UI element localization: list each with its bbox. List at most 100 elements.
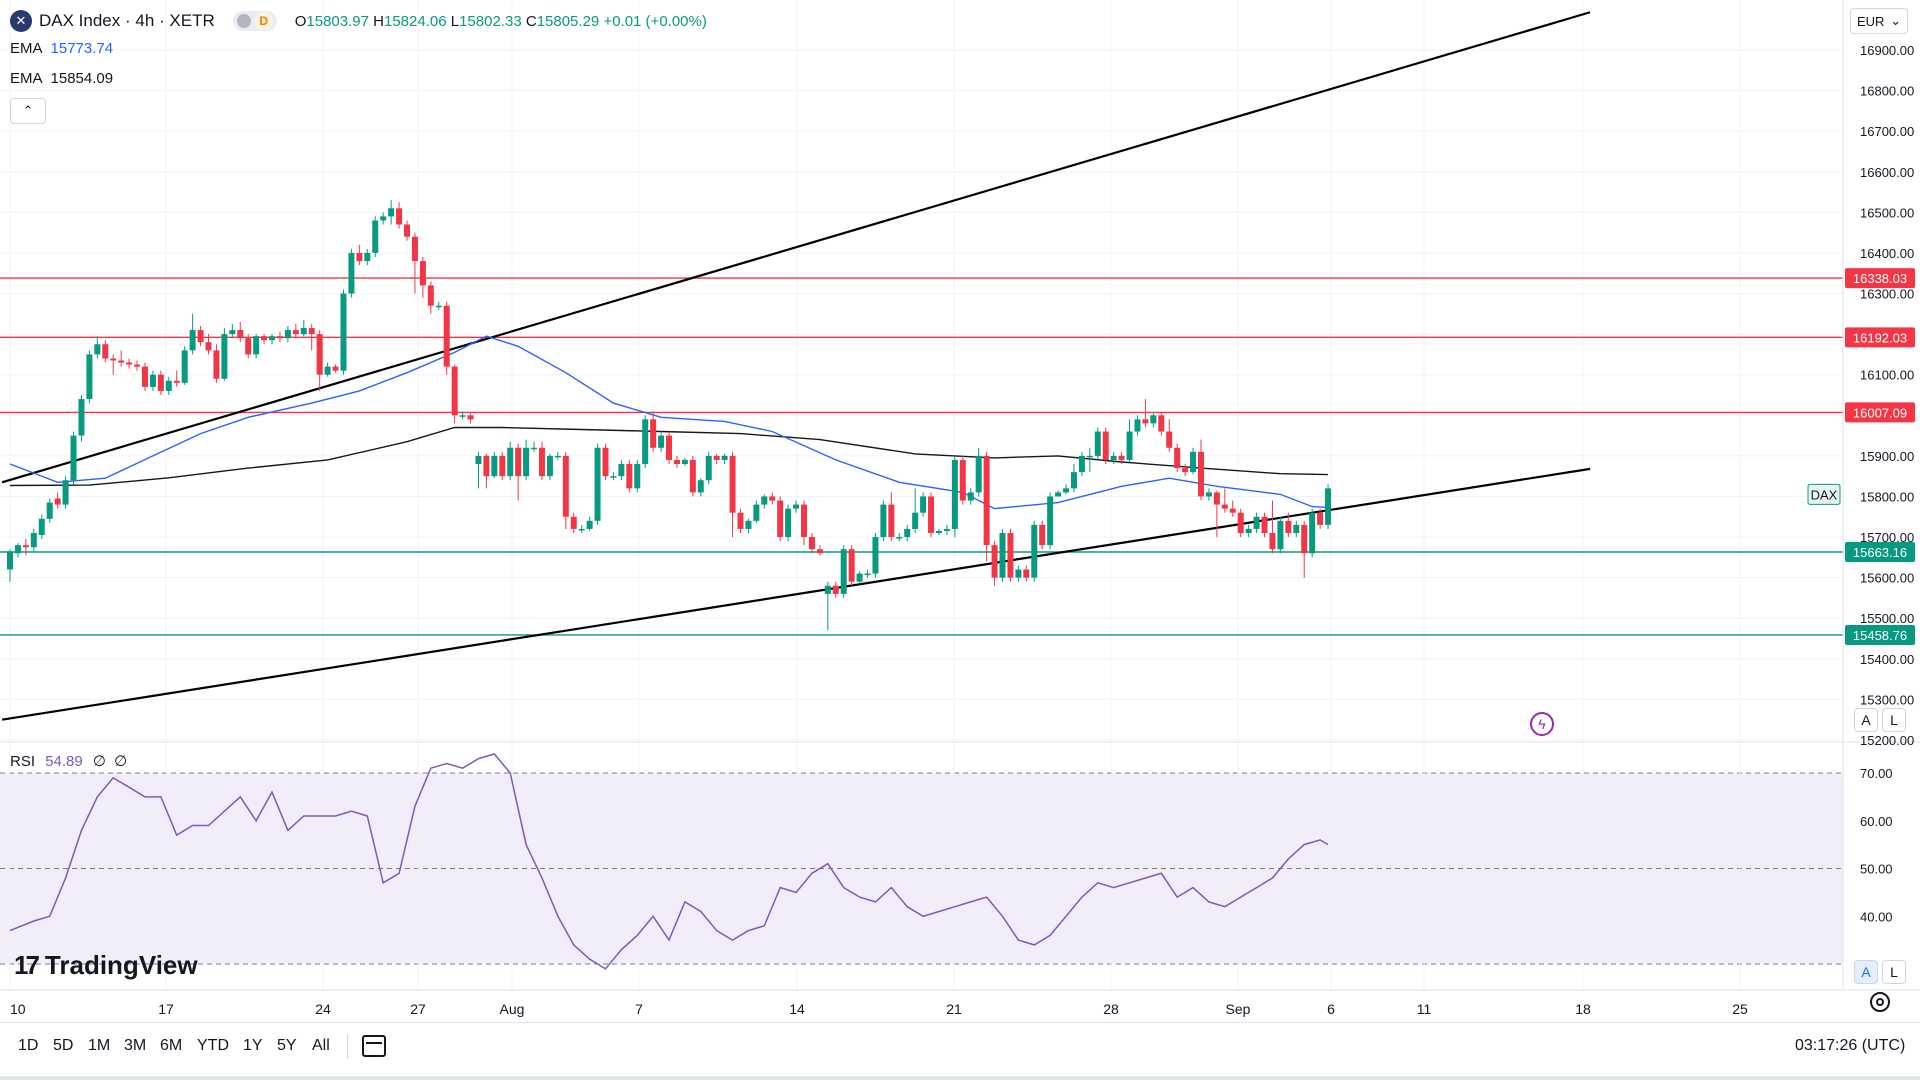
candle-body — [1134, 419, 1141, 432]
candle-body — [943, 528, 950, 531]
candle-body — [1229, 508, 1236, 513]
candle-body — [793, 504, 800, 509]
high-label: H — [373, 12, 384, 30]
price-axis-labels: 16900.00 16800.00 16700.00 16600.00 16500.00… — [1860, 43, 1914, 924]
candle-body — [292, 330, 299, 335]
candle-body — [276, 336, 283, 339]
candle-body — [70, 435, 77, 481]
candle-body — [491, 455, 498, 477]
candle-body — [419, 261, 426, 286]
candle-body — [308, 328, 315, 335]
candle-body — [737, 512, 744, 529]
candle-body — [824, 585, 831, 594]
price-tick-label: 16300.00 — [1860, 287, 1914, 302]
price-level-tag-label: 15458.76 — [1853, 628, 1907, 643]
symbol-tag — [1807, 483, 1841, 505]
trend-lines — [1, 11, 1591, 721]
candle-body — [896, 537, 903, 539]
calendar-icon[interactable] — [362, 1035, 386, 1057]
candle-body — [62, 480, 69, 505]
candle-body — [975, 455, 982, 493]
price-tick-label: 16400.00 — [1860, 246, 1914, 261]
candle-body — [546, 455, 553, 477]
candle-body — [1078, 455, 1085, 473]
symbol-title: DAX Index · 4h · XETR — [39, 11, 215, 30]
log-scale-button[interactable]: L — [1882, 708, 1906, 732]
candle-body — [1118, 455, 1125, 460]
rsi-line — [9, 753, 1329, 970]
price-tick-label: 15800.00 — [1860, 489, 1914, 504]
price-tick-label: 16500.00 — [1860, 205, 1914, 220]
rsi-log-scale-button[interactable]: L — [1882, 960, 1906, 984]
candle-body — [1277, 520, 1284, 550]
range-5d[interactable]: 5D — [53, 1037, 74, 1054]
ema-value: 15773.74 — [50, 40, 114, 57]
range-1m[interactable]: 1M — [88, 1037, 111, 1054]
range-6m[interactable]: 6M — [160, 1037, 183, 1054]
range-ytd[interactable]: YTD — [197, 1037, 229, 1054]
time-tick-label: 21 — [946, 1001, 962, 1017]
range-1d[interactable]: 1D — [18, 1037, 39, 1054]
candle-body — [78, 399, 85, 436]
bottom-toolbar: 1D 5D 1M 3M 6M YTD 1Y 5Y All 03:17:26 (U… — [0, 1022, 1920, 1079]
candle-body — [404, 224, 410, 237]
candle-body — [332, 366, 339, 371]
time-tick-label: Aug — [500, 1001, 525, 1017]
ema-label: EMA — [10, 40, 43, 57]
candle-body — [745, 520, 752, 529]
auto-scale-button[interactable]: A — [1854, 708, 1878, 732]
ema-legend-2[interactable]: EMA 15854.09 — [10, 70, 113, 87]
range-5y[interactable]: 5Y — [277, 1037, 297, 1054]
candle-body — [1047, 496, 1054, 546]
range-3m[interactable]: 3M — [124, 1037, 147, 1054]
candle-body — [157, 374, 164, 391]
range-1y[interactable]: 1Y — [243, 1037, 263, 1054]
candle-body — [1110, 455, 1117, 460]
candle-body — [316, 334, 323, 375]
price-level-tag-label: 16007.09 — [1853, 405, 1907, 420]
candles — [7, 200, 1332, 631]
lightning-icon[interactable]: ϟ — [1530, 712, 1554, 736]
candle-body — [134, 364, 141, 367]
ema-label: EMA — [10, 70, 43, 87]
candle-body — [427, 285, 434, 306]
candle-body — [1094, 431, 1101, 456]
range-all[interactable]: All — [312, 1037, 330, 1054]
time-tick-label: 7 — [635, 1001, 643, 1017]
candle-body — [1102, 431, 1109, 460]
collapse-legend-button[interactable]: ⌃ — [10, 98, 46, 124]
candle-body — [1261, 516, 1268, 533]
candle-body — [951, 459, 958, 529]
price-level-tag-label: 16338.03 — [1853, 271, 1907, 286]
price-level-tag-label: 15663.16 — [1853, 545, 1907, 560]
utc-clock[interactable]: 03:17:26 (UTC) — [1795, 1037, 1906, 1054]
candle-body — [562, 455, 569, 517]
candle-body — [22, 545, 29, 548]
candle-body — [721, 455, 728, 460]
candle-body — [181, 350, 188, 383]
rsi-auto-scale-button[interactable]: A — [1854, 960, 1878, 984]
badge-toggle[interactable]: D — [232, 11, 277, 31]
candle-body — [785, 508, 792, 538]
candle-body — [1055, 492, 1062, 497]
candle-body — [610, 476, 617, 478]
candle-body — [523, 447, 530, 477]
candle-body — [213, 350, 220, 379]
candle-body — [554, 455, 561, 458]
candle-body — [380, 216, 387, 221]
candle-body — [372, 220, 379, 253]
symbol-header[interactable]: ✕ DAX Index · 4h · XETR D O15803.97 H158… — [10, 10, 707, 32]
candle-body — [1198, 451, 1204, 497]
currency-select[interactable]: EUR ⌄ — [1850, 8, 1908, 34]
price-level-tag — [1845, 268, 1915, 289]
settings-gear-icon[interactable] — [1870, 992, 1890, 1012]
candle-body — [928, 496, 935, 533]
candle-body — [912, 512, 919, 529]
tradingview-logo[interactable]: 17 TradingView — [14, 950, 198, 981]
candle-body — [880, 504, 887, 538]
candle-body — [507, 447, 514, 477]
ema-legend-1[interactable]: EMA 15773.74 — [10, 40, 113, 57]
rsi-legend[interactable]: RSI 54.89 ∅ ∅ — [10, 752, 127, 770]
candle-body — [642, 419, 649, 464]
